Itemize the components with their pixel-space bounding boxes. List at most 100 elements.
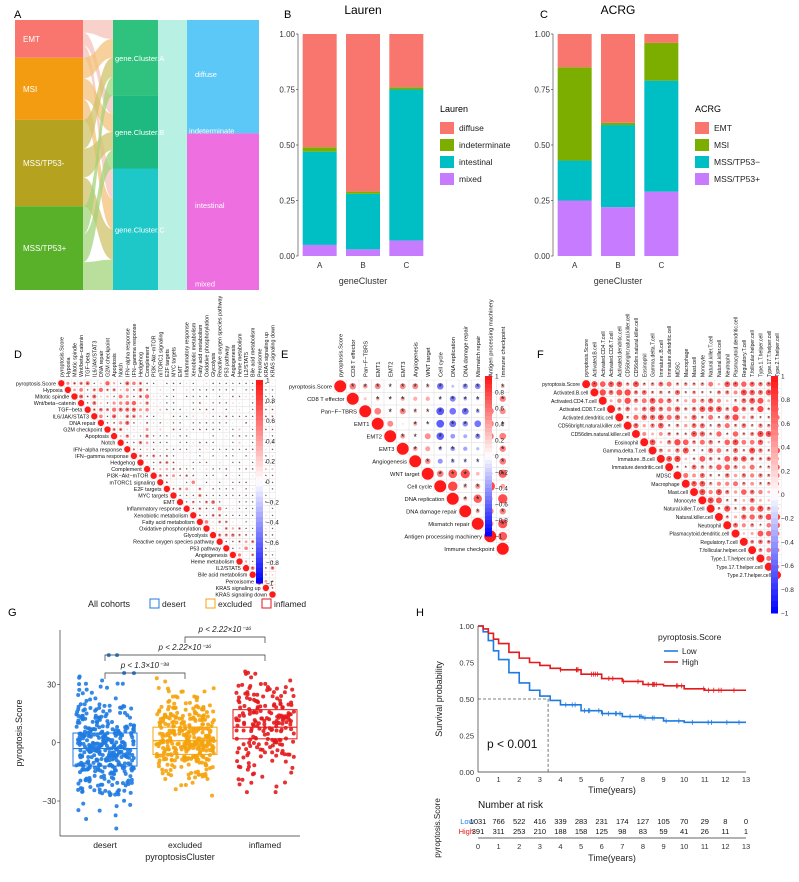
corr-circle [271,474,274,477]
corr-significance-mark: * [173,381,175,386]
jitter-point [166,699,171,704]
corr-circle [146,455,148,457]
corr-col-label: MYC targets [172,347,178,377]
corr-circle [232,474,234,477]
corr-circle [179,382,181,385]
corr-circle [119,382,122,385]
sankey-node-label: gene.Cluster.A [115,54,164,63]
corr-significance-mark: * [107,421,109,426]
corr-circle [244,560,248,563]
corr-circle [133,435,135,437]
jitter-point [247,685,252,690]
colorbar-segment [256,400,263,406]
y-axis-title: pyroptosis.Score [14,699,24,766]
jitter-point [88,705,93,710]
jitter-point [236,746,241,751]
jitter-point [260,774,265,779]
jitter-point [274,705,279,710]
corr-circle [170,492,177,499]
jitter-point [122,788,127,793]
jitter-point [259,716,264,721]
colorbar-tick-label: −0.4 [781,539,794,546]
colorbar-segment [771,595,778,602]
corr-circle [750,531,754,536]
corr-circle [204,520,209,524]
corr-circle [232,422,234,424]
corr-col-label: E2F targets [165,349,171,377]
panel-label-h: H [416,607,424,619]
corr-circle [212,527,214,530]
corr-significance-mark: * [252,414,254,419]
corr-circle [265,501,267,503]
colorbar-segment [771,417,778,424]
corr-significance-mark: * [265,480,267,485]
colorbar-segment [771,447,778,454]
corr-col-label: Bile acid metabolism [251,327,257,377]
jitter-point [270,750,275,755]
colorbar-segment [771,601,778,608]
corr-circle [607,405,616,414]
jitter-point [275,748,280,753]
corr-circle [146,415,149,418]
sankey-node-mss-tp53 [15,206,83,290]
corr-circle [244,533,248,537]
corr-circle [112,427,116,432]
corr-circle [105,408,110,412]
jitter-point [111,776,116,781]
corr-circle [212,435,214,437]
corr-circle [238,395,241,398]
corr-circle [271,494,274,497]
sankey-node-label: MSS/TP53+ [23,244,67,253]
legend-label-desert: desert [162,599,186,609]
jitter-point [244,747,249,752]
corr-circle [159,435,162,437]
corr-circle [191,500,195,504]
corr-row-label: Activated.CD4.T.cell [551,399,597,405]
colorbar-segment [256,430,263,437]
colorbar-tick-label: −0.2 [266,499,279,506]
corr-circle [238,494,241,497]
corr-row-label: Activated.B.cell [553,390,588,396]
corr-circle [590,388,599,397]
comparison-pvalue: p < 1.3×10⁻³⁸ [120,661,170,670]
colorbar-segment [771,441,778,448]
corr-significance-mark: * [140,394,142,399]
corr-circle [212,408,214,411]
jitter-point [122,710,127,715]
corr-circle [159,402,162,404]
corr-col-label: Type.1.T.helper.cell [758,333,764,377]
corr-significance-mark: * [199,500,201,505]
corr-circle [245,402,247,404]
corr-circle [212,487,215,490]
jitter-point [289,770,294,775]
corr-circle [205,395,208,398]
sankey-node-indeterminate [187,128,259,134]
jitter-point [77,675,82,680]
corr-significance-mark: * [186,441,188,446]
bar-intestinal-a [302,151,337,245]
corr-row-label: Peroxisome [226,579,254,585]
colorbar-segment [485,440,492,445]
chart-title: ACRG [601,3,636,17]
corr-circle [271,408,274,411]
jitter-point [97,762,102,767]
corr-circle [238,501,241,503]
corr-significance-mark: * [159,460,161,465]
corr-significance-mark: * [107,408,109,413]
jitter-point [107,708,112,713]
corr-circle [185,487,189,491]
sankey-node-label: diffuse [195,70,217,79]
colorbar-segment [485,512,492,517]
corr-row-label: DNA damage repair [406,509,457,515]
jitter-point [291,731,296,736]
corr-circle [97,419,105,427]
corr-circle [682,439,689,446]
corr-significance-mark: * [219,480,221,485]
jitter-point [291,754,296,759]
jitter-point [88,697,93,702]
x-tick-label: 12 [721,775,729,784]
corr-significance-mark: * [265,454,267,459]
corr-col-label: MDSC [675,362,681,377]
corr-significance-mark: * [272,474,274,479]
corr-significance-mark: * [265,540,267,545]
